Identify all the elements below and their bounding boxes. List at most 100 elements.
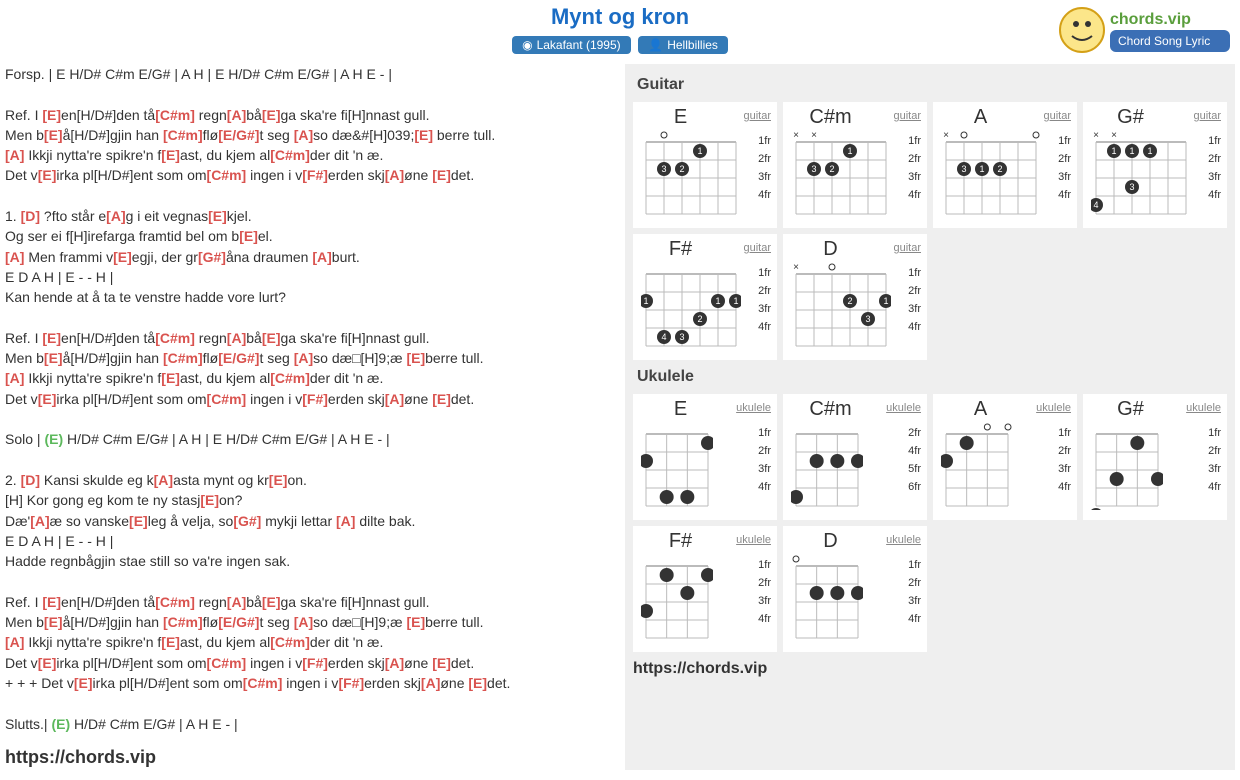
chord-marker[interactable]: [E]: [432, 391, 451, 407]
chord-marker[interactable]: [C#m]: [155, 594, 195, 610]
chord-instrument-link[interactable]: guitar: [1193, 110, 1221, 122]
chord-marker[interactable]: [E]: [44, 127, 63, 143]
chord-marker[interactable]: [E/G#]: [218, 614, 259, 630]
chord-box-gsharp[interactable]: G#ukulele1fr2fr3fr4fr: [1083, 394, 1227, 520]
chord-box-csharpm[interactable]: C#mguitar××1231fr2fr3fr4fr: [783, 102, 927, 228]
chord-box-a[interactable]: Aguitar×2131fr2fr3fr4fr: [933, 102, 1077, 228]
chord-marker[interactable]: [E]: [269, 472, 288, 488]
chord-marker[interactable]: [E]: [414, 127, 433, 143]
chord-box-e[interactable]: Eguitar1231fr2fr3fr4fr: [633, 102, 777, 228]
chord-marker[interactable]: [C#m]: [155, 107, 195, 123]
chord-box-d[interactable]: Dukulele1fr2fr3fr4fr: [783, 526, 927, 652]
chord-marker[interactable]: [E]: [38, 655, 57, 671]
chord-marker[interactable]: [A]: [312, 249, 331, 265]
chord-marker[interactable]: [E]: [161, 370, 180, 386]
chord-instrument-link[interactable]: guitar: [743, 242, 771, 254]
chord-marker[interactable]: [E]: [42, 330, 61, 346]
chord-marker[interactable]: [C#m]: [155, 330, 195, 346]
chord-marker[interactable]: [E]: [161, 634, 180, 650]
chord-marker[interactable]: [E]: [42, 594, 61, 610]
chord-marker[interactable]: [A]: [385, 167, 404, 183]
chord-marker[interactable]: [A]: [5, 370, 24, 386]
chord-instrument-link[interactable]: ukulele: [1186, 402, 1221, 414]
chord-marker[interactable]: [E]: [113, 249, 132, 265]
chord-marker[interactable]: [A]: [227, 107, 246, 123]
chord-marker[interactable]: [E]: [74, 675, 93, 691]
chord-marker[interactable]: [A]: [106, 208, 125, 224]
chord-marker[interactable]: [E]: [200, 492, 219, 508]
chord-marker[interactable]: [E]: [208, 208, 227, 224]
chord-marker[interactable]: [C#m]: [163, 614, 203, 630]
chord-marker[interactable]: [C#m]: [270, 370, 310, 386]
chord-marker[interactable]: [A]: [227, 594, 246, 610]
chord-box-d[interactable]: Dguitar×1231fr2fr3fr4fr: [783, 234, 927, 360]
chord-marker[interactable]: [C#m]: [207, 167, 247, 183]
chord-box-fsharp[interactable]: F#guitar1112341fr2fr3fr4fr: [633, 234, 777, 360]
chord-marker[interactable]: [A]: [294, 614, 313, 630]
chord-marker[interactable]: [F#]: [302, 655, 328, 671]
chord-marker[interactable]: [A]: [5, 249, 24, 265]
chord-marker[interactable]: [A]: [336, 513, 355, 529]
artist-badge[interactable]: 👤Hellbillies: [638, 36, 728, 54]
chord-marker[interactable]: [E/G#]: [218, 127, 259, 143]
chord-instrument-link[interactable]: ukulele: [1036, 402, 1071, 414]
chord-marker[interactable]: [F#]: [302, 391, 328, 407]
chord-marker[interactable]: [A]: [227, 330, 246, 346]
chord-box-a[interactable]: Aukulele1fr2fr3fr4fr: [933, 394, 1077, 520]
chord-marker[interactable]: [A]: [294, 350, 313, 366]
chord-marker[interactable]: [E]: [432, 167, 451, 183]
chord-marker[interactable]: [E]: [262, 330, 281, 346]
chord-instrument-link[interactable]: ukulele: [886, 402, 921, 414]
chord-marker[interactable]: [C#m]: [270, 634, 310, 650]
chord-instrument-link[interactable]: ukulele: [736, 534, 771, 546]
chord-marker[interactable]: [E]: [432, 655, 451, 671]
chord-marker[interactable]: [E]: [161, 147, 180, 163]
chord-marker[interactable]: [A]: [5, 634, 24, 650]
chord-marker[interactable]: [C#m]: [163, 350, 203, 366]
chord-marker[interactable]: [F#]: [338, 675, 364, 691]
chord-instrument-link[interactable]: guitar: [1043, 110, 1071, 122]
chord-marker[interactable]: [E]: [44, 614, 63, 630]
chord-marker[interactable]: [D]: [21, 472, 40, 488]
chord-marker[interactable]: [G#]: [233, 513, 261, 529]
chord-marker[interactable]: [G#]: [198, 249, 226, 265]
chord-instrument-link[interactable]: ukulele: [736, 402, 771, 414]
chord-marker[interactable]: [C#m]: [163, 127, 203, 143]
chord-marker[interactable]: [E]: [38, 391, 57, 407]
chord-marker[interactable]: [E]: [38, 167, 57, 183]
chord-marker[interactable]: [A]: [421, 675, 440, 691]
chord-instrument-link[interactable]: guitar: [743, 110, 771, 122]
chord-marker[interactable]: [D]: [21, 208, 40, 224]
chord-marker[interactable]: [A]: [385, 655, 404, 671]
album-badge[interactable]: ◉Lakafant (1995): [512, 36, 631, 54]
chord-marker[interactable]: [A]: [5, 147, 24, 163]
chord-box-gsharp[interactable]: G#guitar××111341fr2fr3fr4fr: [1083, 102, 1227, 228]
chord-instrument-link[interactable]: ukulele: [886, 534, 921, 546]
chord-instrument-link[interactable]: guitar: [893, 242, 921, 254]
chord-marker[interactable]: [C#m]: [270, 147, 310, 163]
chord-box-e[interactable]: Eukulele1fr2fr3fr4fr: [633, 394, 777, 520]
chord-marker[interactable]: [E/G#]: [218, 350, 259, 366]
chord-box-csharpm[interactable]: C#mukulele2fr4fr5fr6fr: [783, 394, 927, 520]
chord-box-fsharp[interactable]: F#ukulele1fr2fr3fr4fr: [633, 526, 777, 652]
chord-marker[interactable]: [E]: [129, 513, 148, 529]
chord-marker[interactable]: [A]: [294, 127, 313, 143]
chord-marker[interactable]: [E]: [44, 350, 63, 366]
chord-marker-paren[interactable]: (E): [51, 716, 70, 732]
chord-marker[interactable]: [A]: [30, 513, 49, 529]
chord-instrument-link[interactable]: guitar: [893, 110, 921, 122]
chord-marker[interactable]: [C#m]: [243, 675, 283, 691]
chord-marker-paren[interactable]: (E): [44, 431, 63, 447]
chord-marker[interactable]: [E]: [262, 594, 281, 610]
chord-marker[interactable]: [E]: [239, 228, 258, 244]
chord-marker[interactable]: [E]: [42, 107, 61, 123]
chord-marker[interactable]: [E]: [406, 614, 425, 630]
chord-marker[interactable]: [A]: [385, 391, 404, 407]
chord-marker[interactable]: [C#m]: [207, 655, 247, 671]
chord-marker[interactable]: [A]: [154, 472, 173, 488]
chord-marker[interactable]: [E]: [468, 675, 487, 691]
chord-marker[interactable]: [C#m]: [207, 391, 247, 407]
chord-marker[interactable]: [E]: [262, 107, 281, 123]
chord-marker[interactable]: [F#]: [302, 167, 328, 183]
chord-marker[interactable]: [E]: [406, 350, 425, 366]
